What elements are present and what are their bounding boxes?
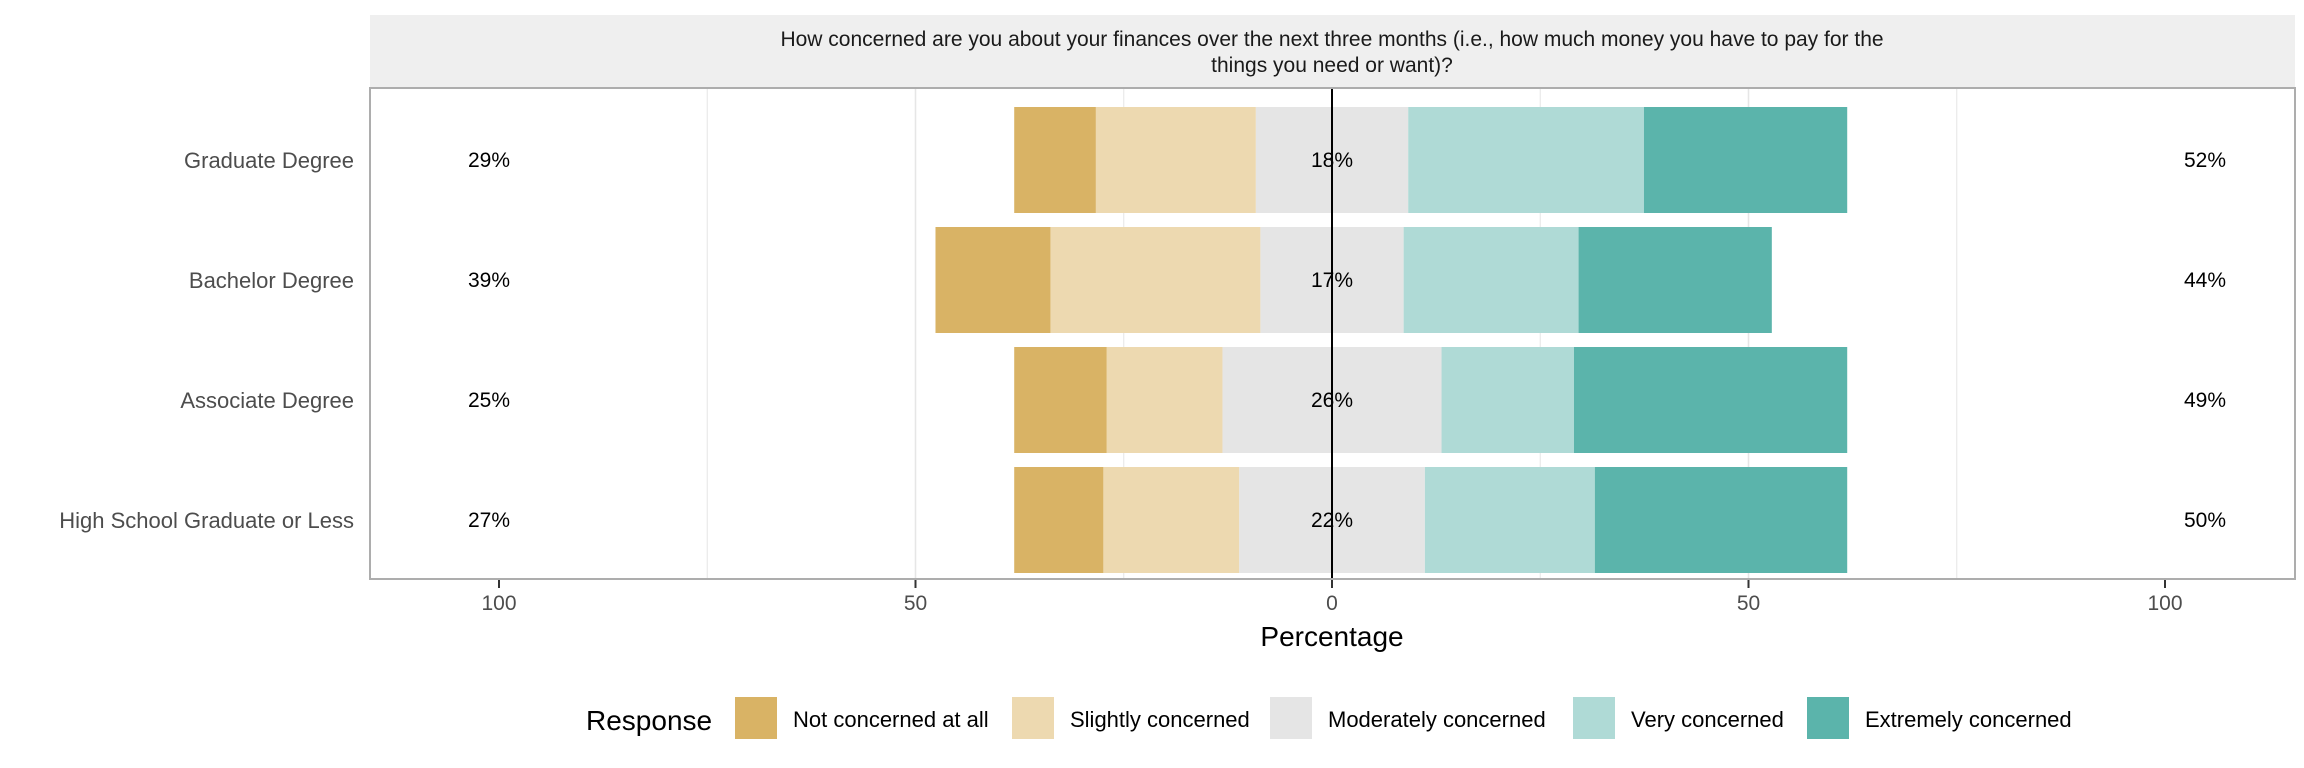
bar-segment <box>1095 107 1256 213</box>
bar-segment <box>1643 107 1848 213</box>
bar-segment <box>1594 467 1848 573</box>
legend-key <box>1573 697 1615 739</box>
y-tick-label: Graduate Degree <box>184 148 354 173</box>
data-label: 22% <box>1311 509 1353 532</box>
x-tick-label: 50 <box>1737 592 1760 615</box>
legend-label: Moderately concerned <box>1328 707 1546 732</box>
legend-label: Extremely concerned <box>1865 707 2072 732</box>
bar-segment <box>1408 107 1644 213</box>
bar-segment <box>1014 347 1107 453</box>
chart-title-line-2: things you need or want)? <box>1211 54 1453 77</box>
data-label: 49% <box>2184 389 2226 412</box>
legend-label: Not concerned at all <box>793 707 989 732</box>
bar-segment <box>1403 227 1579 333</box>
x-axis-ticks: 100 50 0 50 100 <box>481 580 2183 615</box>
data-label: 27% <box>468 509 510 532</box>
bar-segment <box>1578 227 1772 333</box>
data-label: 52% <box>2184 149 2226 172</box>
x-tick-label: 100 <box>2147 592 2182 615</box>
legend-key <box>1807 697 1849 739</box>
legend-key <box>735 697 777 739</box>
data-label: 25% <box>468 389 510 412</box>
bars <box>935 107 1848 573</box>
legend-key <box>1270 697 1312 739</box>
x-tick-label: 100 <box>481 592 516 615</box>
legend: Response Not concerned at all Slightly co… <box>586 697 2072 739</box>
bar-segment <box>1106 347 1223 453</box>
data-label: 26% <box>1311 389 1353 412</box>
legend-label: Very concerned <box>1631 707 1784 732</box>
y-tick-label: High School Graduate or Less <box>59 508 354 533</box>
bar-segment <box>1103 467 1240 573</box>
chart-title-line-1: How concerned are you about your finance… <box>780 28 1883 51</box>
data-label: 17% <box>1311 269 1353 292</box>
data-label: 29% <box>468 149 510 172</box>
legend-items: Not concerned at all Slightly concerned Mo… <box>735 697 2072 739</box>
panel-border <box>369 87 2296 580</box>
bar-segment <box>1573 347 1848 453</box>
legend-title: Response <box>586 705 712 736</box>
bar-labels: 29% 18% 52% 39% 17% 44% 25% 26% 49% 27% 22% 50% <box>468 149 2226 532</box>
x-tick-label: 50 <box>904 592 927 615</box>
legend-key <box>1012 697 1054 739</box>
bar-segment <box>1424 467 1595 573</box>
data-label: 50% <box>2184 509 2226 532</box>
bar-segment <box>1014 107 1096 213</box>
data-label: 39% <box>468 269 510 292</box>
bar-segment <box>935 227 1051 333</box>
data-label: 18% <box>1311 149 1353 172</box>
x-axis-title: Percentage <box>1260 621 1403 652</box>
y-tick-label: Associate Degree <box>180 388 354 413</box>
y-tick-label: Bachelor Degree <box>189 268 354 293</box>
y-axis-labels: Graduate Degree Bachelor Degree Associate … <box>59 148 354 533</box>
plot-panel: 29% 18% 52% 39% 17% 44% 25% 26% 49% 27% 22% 50% <box>369 87 2296 580</box>
x-tick-label: 0 <box>1326 592 1338 615</box>
bar-segment <box>1441 347 1574 453</box>
facet-strip <box>370 15 2295 87</box>
bar-segment <box>1014 467 1104 573</box>
legend-label: Slightly concerned <box>1070 707 1250 732</box>
bar-segment <box>1050 227 1261 333</box>
data-label: 44% <box>2184 269 2226 292</box>
